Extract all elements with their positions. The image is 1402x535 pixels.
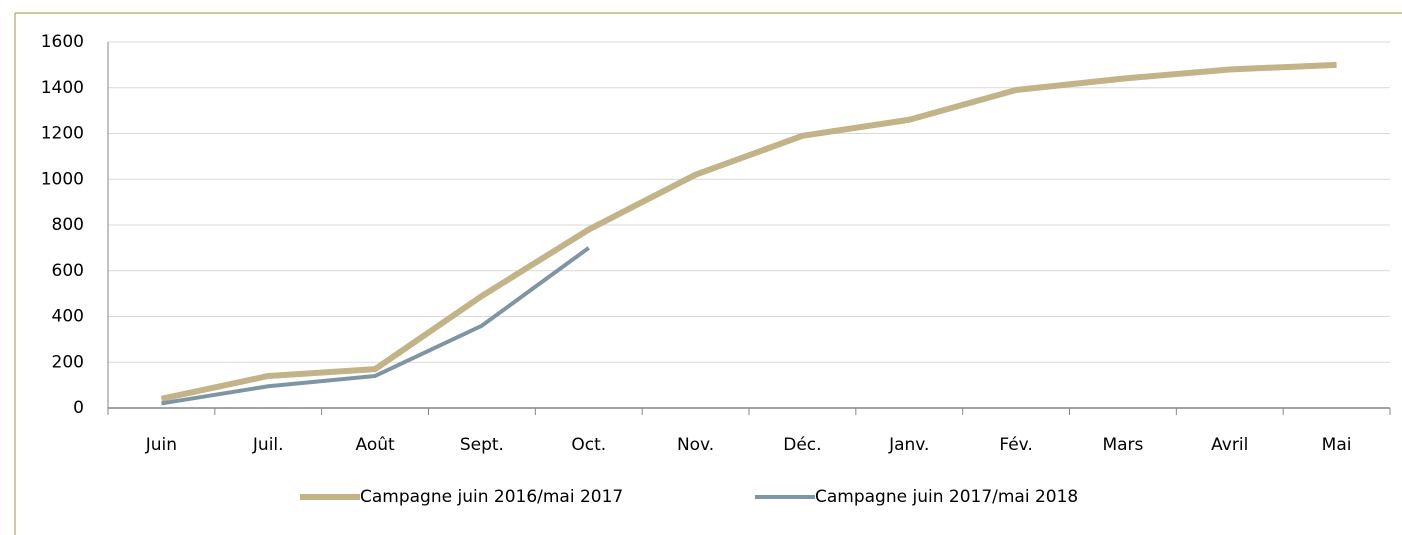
x-tick-label: Août bbox=[355, 435, 395, 455]
x-tick-label: Nov. bbox=[677, 435, 714, 455]
x-tick-label: Janv. bbox=[888, 435, 929, 455]
y-tick-label: 1000 bbox=[41, 169, 84, 189]
x-tick-label: Juil. bbox=[252, 435, 284, 455]
y-tick-label: 200 bbox=[52, 352, 84, 372]
y-tick-label: 0 bbox=[73, 398, 84, 418]
x-tick-label: Déc. bbox=[783, 435, 821, 455]
x-tick-label: Mars bbox=[1102, 435, 1143, 455]
x-tick-label: Avril bbox=[1211, 435, 1248, 455]
x-tick-label: Oct. bbox=[571, 435, 606, 455]
y-tick-label: 1400 bbox=[41, 78, 84, 98]
y-tick-label: 800 bbox=[52, 215, 84, 235]
series-line bbox=[160, 61, 1337, 402]
x-tick-label: Mai bbox=[1322, 435, 1352, 455]
x-tick-label: Sept. bbox=[460, 435, 504, 455]
legend-label: Campagne juin 2016/mai 2017 bbox=[360, 487, 623, 507]
y-tick-label: 400 bbox=[52, 307, 84, 327]
y-tick-label: 1600 bbox=[41, 32, 84, 52]
y-tick-label: 1200 bbox=[41, 124, 84, 144]
series-line bbox=[161, 246, 590, 406]
x-tick-label: Fév. bbox=[999, 435, 1032, 455]
x-tick-label: Juin bbox=[145, 435, 177, 455]
legend-label: Campagne juin 2017/mai 2018 bbox=[815, 487, 1078, 507]
y-tick-label: 600 bbox=[52, 261, 84, 281]
